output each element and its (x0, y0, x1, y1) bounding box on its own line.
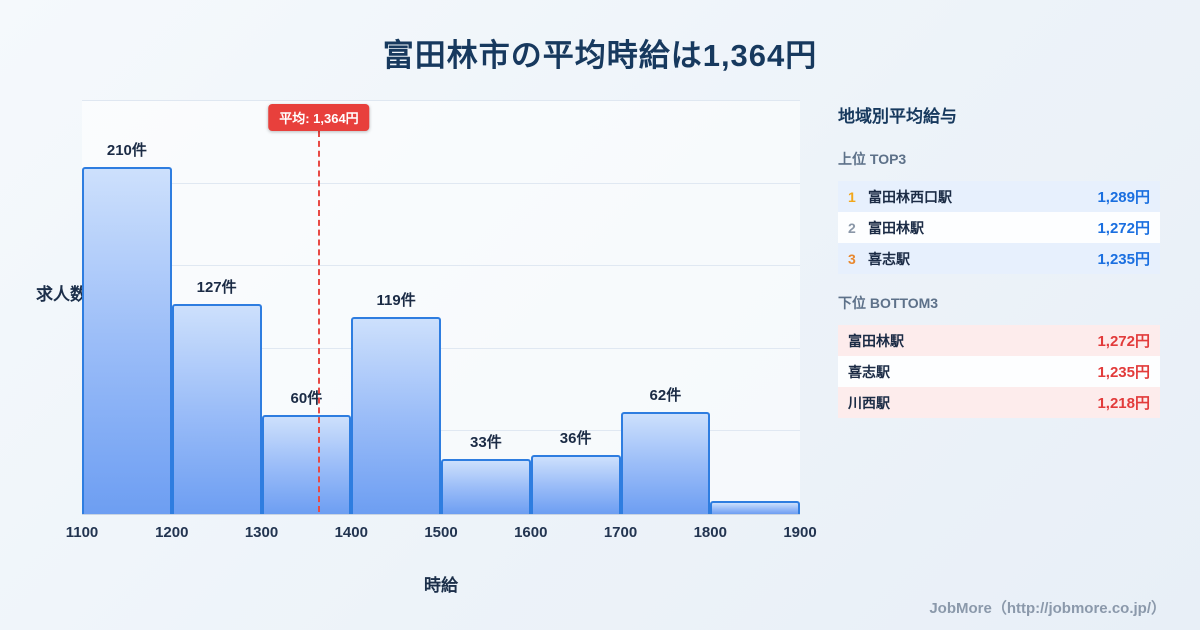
table-row: 3 喜志駅 1,235円 (838, 243, 1160, 274)
footer-credit: JobMore（http://jobmore.co.jp/） (929, 600, 1166, 617)
bar-count-label: 36件 (559, 429, 592, 447)
x-tick-label: 1800 (693, 524, 727, 541)
histogram-bar (710, 500, 800, 514)
y-axis-label: 求人数 (36, 285, 87, 304)
histogram-bar (620, 411, 711, 514)
x-tick-label: 1700 (603, 524, 638, 541)
station-wage: 1,272円 (1097, 220, 1150, 237)
station-name: 喜志駅 (848, 363, 890, 380)
sidebar-title: 地域別平均給与 (838, 107, 957, 126)
station-name: 川西駅 (848, 394, 890, 411)
x-tick-label: 1600 (514, 524, 548, 541)
bottom3-table: 富田林駅 1,272円 喜志駅 1,235円 川西駅 1,218円 (838, 325, 1160, 418)
rank-badge: 1 (848, 188, 856, 205)
station-wage: 1,289円 (1097, 189, 1150, 206)
gridline (82, 182, 800, 184)
average-line (317, 131, 320, 512)
bar-count-label: 33件 (470, 434, 502, 452)
x-tick-label: 1100 (65, 524, 99, 541)
station-name: 富田林西口駅 (868, 188, 952, 205)
histogram-bar (82, 167, 172, 514)
table-row: 富田林駅 1,272円 (838, 325, 1160, 356)
table-row: 1 富田林西口駅 1,289円 (838, 181, 1160, 212)
x-tick-label: 1300 (244, 524, 279, 541)
table-row: 喜志駅 1,235円 (838, 356, 1160, 387)
histogram-bar (171, 304, 262, 514)
page-title: 富田林市の平均時給は1,364円 (382, 38, 818, 73)
x-tick-label: 1500 (424, 524, 458, 541)
x-tick-label: 1400 (334, 524, 368, 541)
top3-table: 1 富田林西口駅 1,289円 2 富田林駅 1,272円 3 喜志駅 1,23… (838, 181, 1160, 274)
histogram-bar (351, 317, 441, 514)
x-axis-label: 時給 (424, 576, 458, 595)
x-axis-ticks: 1100 1200 1300 1400 1500 1600 1700 1800 1900 (66, 524, 817, 546)
histogram-plot: 210件 127件 60件 119件 33件 36件 62件 平均: 1,364円 (82, 100, 800, 515)
histogram-bar (441, 459, 531, 514)
rank-badge: 2 (848, 219, 856, 236)
station-name: 喜志駅 (868, 250, 910, 267)
bar-count-label: 60件 (290, 389, 323, 407)
station-wage: 1,235円 (1097, 364, 1150, 381)
bar-count-label: 119件 (376, 292, 416, 310)
bottom3-heading: 下位 BOTTOM3 (838, 295, 939, 311)
histogram-bar (261, 414, 352, 514)
station-wage: 1,235円 (1097, 251, 1150, 268)
table-row: 2 富田林駅 1,272円 (838, 212, 1160, 243)
top3-heading: 上位 TOP3 (838, 151, 907, 167)
table-row: 川西駅 1,218円 (838, 387, 1160, 418)
station-name: 富田林駅 (848, 332, 904, 349)
station-wage: 1,218円 (1097, 395, 1150, 412)
histogram-bar (530, 454, 621, 514)
average-badge: 平均: 1,364円 (268, 104, 370, 131)
x-tick-label: 1900 (783, 524, 817, 541)
rank-badge: 3 (848, 250, 856, 267)
x-tick-label: 1200 (155, 524, 189, 541)
gridline (82, 265, 800, 267)
bar-count-label: 210件 (106, 142, 147, 160)
gridline (82, 430, 800, 432)
station-name: 富田林駅 (868, 219, 924, 236)
gridline (82, 347, 800, 349)
station-wage: 1,272円 (1097, 333, 1150, 350)
bar-count-label: 127件 (196, 279, 237, 297)
bar-count-label: 62件 (649, 386, 682, 404)
sidebar-region-salaries: 地域別平均給与 上位 TOP3 1 富田林西口駅 1,289円 2 富田林駅 1… (838, 102, 1160, 437)
